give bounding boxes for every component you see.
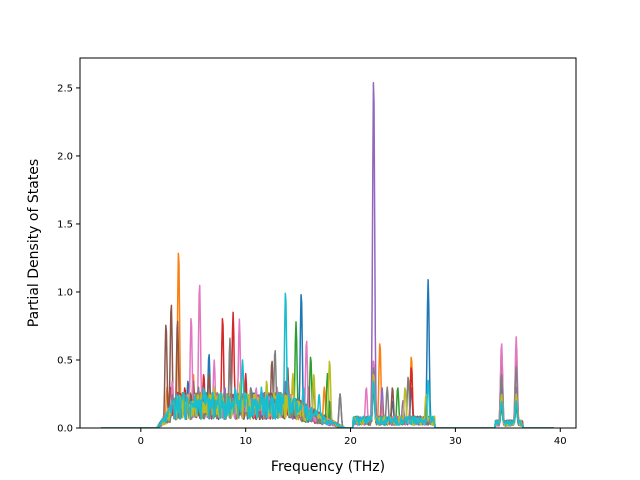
x-tick-label: 40 <box>554 436 567 447</box>
y-tick-label: 1.5 <box>57 219 73 230</box>
pdos-series-line <box>100 292 555 428</box>
y-tick-label: 1.0 <box>57 287 73 298</box>
series-group <box>100 82 555 428</box>
y-tick-label: 2.0 <box>57 151 73 162</box>
x-tick-label: 0 <box>138 436 144 447</box>
x-tick-label: 20 <box>344 436 357 447</box>
x-tick-label: 30 <box>449 436 462 447</box>
x-tick-label: 10 <box>239 436 252 447</box>
y-axis-label: Partial Density of States <box>26 159 42 327</box>
y-axis-ticks: 0.0 0.5 1.0 1.5 2.0 2.5 <box>57 83 80 435</box>
y-tick-label: 0.5 <box>57 355 73 366</box>
axes-frame <box>79 57 577 429</box>
y-tick-label: 0.0 <box>57 424 73 435</box>
x-axis-label: Frequency (THz) <box>271 459 385 475</box>
x-axis-ticks: 0 10 20 30 40 <box>138 428 567 447</box>
y-tick-label: 2.5 <box>57 83 73 94</box>
plot-area <box>100 82 555 428</box>
